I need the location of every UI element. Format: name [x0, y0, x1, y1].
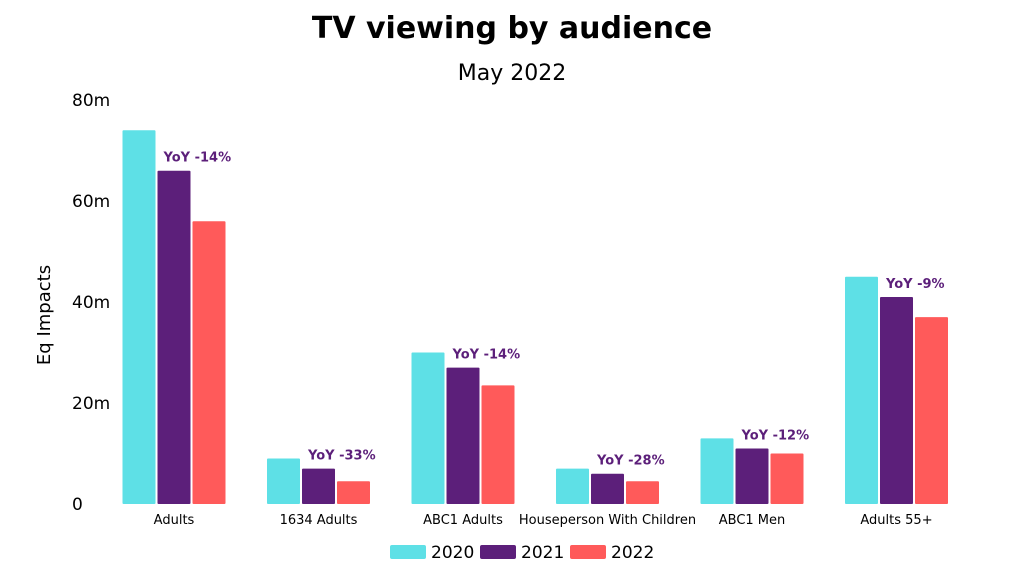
bar-2020	[267, 458, 300, 504]
legend-swatch-2020	[390, 545, 426, 559]
y-tick-label: 0	[72, 495, 83, 515]
x-tick-label: Adults 55+	[860, 513, 932, 528]
x-tick-label: Adults	[154, 513, 195, 528]
bar-2022	[626, 481, 659, 504]
bar-2020	[411, 352, 445, 504]
yoy-label: YoY -28%	[596, 454, 665, 469]
bar-2021	[591, 473, 624, 504]
yoy-label: YoY -14%	[452, 348, 521, 363]
x-tick-label: Houseperson With Children	[519, 513, 696, 528]
x-tick-label: 1634 Adults	[280, 513, 358, 528]
bar-2021	[880, 296, 913, 504]
yoy-label: YoY -33%	[307, 449, 376, 464]
x-axis-ticks: Adults 1634 Adults ABC1 Adults Houseperson …	[154, 513, 933, 528]
yoy-label: YoY -9%	[885, 277, 945, 292]
bar-2020	[556, 468, 589, 504]
bar-2021	[735, 448, 769, 504]
bar-2022	[481, 385, 515, 504]
yoy-label: YoY -14%	[163, 151, 232, 166]
chart-title: TV viewing by audience	[312, 11, 712, 46]
bar-2022	[192, 221, 226, 504]
y-tick-label: 60m	[72, 192, 110, 212]
y-tick-label: 20m	[72, 394, 110, 414]
bar-2020	[122, 130, 156, 505]
bar-2021	[302, 468, 335, 504]
bar-2020	[700, 438, 734, 504]
yoy-annotations: YoY -14% YoY -33% YoY -14% YoY -28% YoY -12%…	[163, 151, 945, 469]
legend-label: 2020	[431, 543, 474, 563]
bar-2021	[446, 367, 480, 504]
y-tick-label: 80m	[72, 91, 110, 111]
y-tick-label: 40m	[72, 293, 110, 313]
bars	[122, 130, 948, 505]
bar-2022	[915, 317, 948, 504]
y-axis-label: Eq Impacts	[34, 265, 55, 365]
x-tick-label: ABC1 Men	[719, 513, 786, 528]
bar-2020	[845, 276, 878, 504]
yoy-label: YoY -12%	[741, 428, 810, 443]
legend: 2020 2021 2022	[390, 543, 654, 563]
legend-swatch-2022	[570, 545, 606, 559]
legend-label: 2022	[611, 543, 654, 563]
bar-2021	[157, 170, 191, 504]
chart-subtitle: May 2022	[458, 61, 566, 86]
x-tick-label: ABC1 Adults	[423, 513, 503, 528]
bar-2022	[337, 481, 370, 504]
bar-2022	[770, 453, 804, 504]
y-axis-ticks: 0 20m 40m 60m 80m	[72, 91, 110, 515]
legend-swatch-2021	[480, 545, 516, 559]
legend-label: 2021	[521, 543, 564, 563]
